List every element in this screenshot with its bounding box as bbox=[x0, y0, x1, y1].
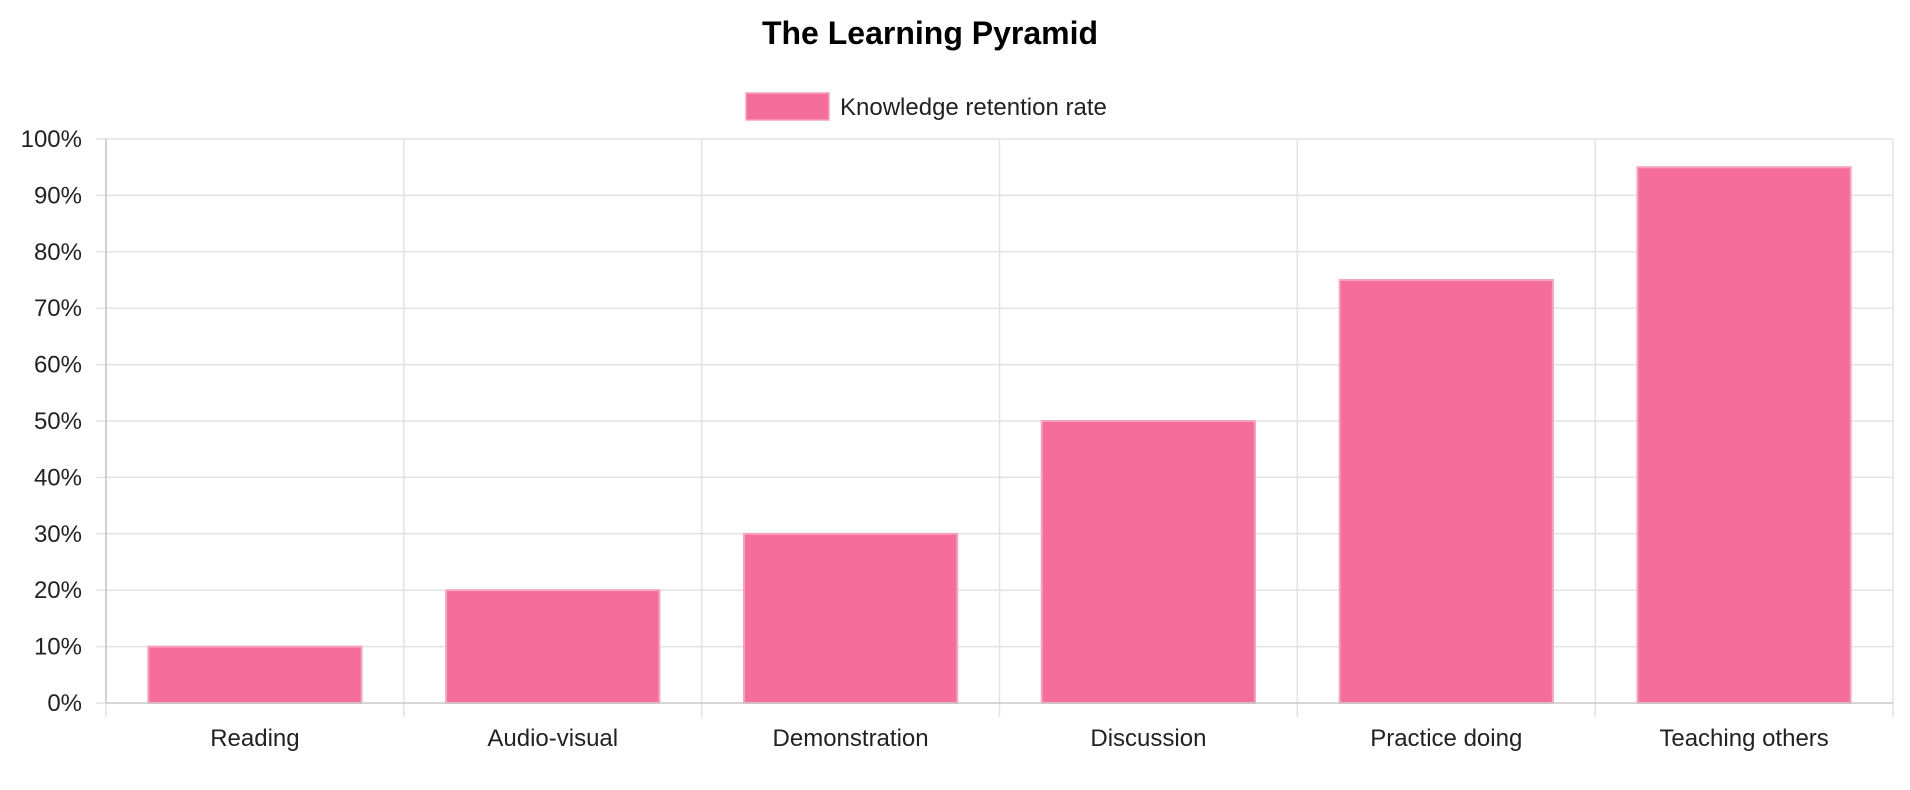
bar[interactable] bbox=[742, 532, 959, 704]
x-axis-tick-labels: Reading Audio-visual Demonstration Discussi… bbox=[210, 725, 1829, 752]
legend-label: Knowledge retention rate bbox=[840, 94, 1107, 121]
bars bbox=[147, 166, 1852, 705]
bar[interactable] bbox=[1338, 279, 1554, 704]
x-tick-label: Teaching others bbox=[1659, 725, 1828, 752]
y-tick-label: 30% bbox=[34, 521, 82, 548]
bar[interactable] bbox=[1636, 166, 1852, 704]
y-tick-label: 70% bbox=[34, 295, 82, 322]
chart-title: The Learning Pyramid bbox=[762, 15, 1098, 51]
y-tick-label: 0% bbox=[47, 690, 82, 717]
x-tick-label: Audio-visual bbox=[487, 725, 618, 752]
y-tick-label: 10% bbox=[34, 634, 82, 661]
bar[interactable] bbox=[445, 589, 661, 705]
y-tick-label: 20% bbox=[34, 577, 82, 604]
axes bbox=[105, 139, 1893, 704]
y-tick-label: 80% bbox=[34, 239, 82, 266]
y-tick-label: 60% bbox=[34, 352, 82, 379]
bar[interactable] bbox=[147, 645, 363, 704]
x-tick-label: Demonstration bbox=[773, 725, 929, 752]
x-tick-label: Discussion bbox=[1090, 725, 1206, 752]
x-tick-label: Practice doing bbox=[1370, 725, 1522, 752]
grid bbox=[96, 138, 1894, 717]
y-tick-label: 40% bbox=[34, 464, 82, 491]
legend-swatch bbox=[745, 92, 830, 121]
bar[interactable] bbox=[1040, 420, 1257, 704]
y-axis-tick-labels: 0% 10% 20% 30% 40% 50% 60% 70% 80% 90% 100% bbox=[21, 126, 82, 717]
y-tick-label: 50% bbox=[34, 408, 82, 435]
legend[interactable]: Knowledge retention rate bbox=[745, 92, 1107, 121]
y-tick-label: 100% bbox=[21, 126, 82, 153]
y-tick-label: 90% bbox=[34, 182, 82, 209]
x-tick-label: Reading bbox=[210, 725, 299, 752]
